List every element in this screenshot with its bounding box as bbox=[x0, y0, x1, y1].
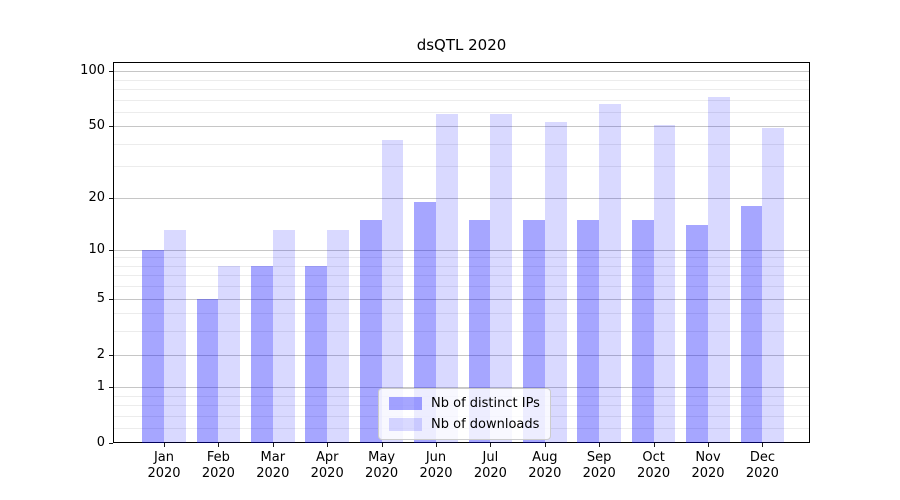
gridline-major bbox=[114, 197, 809, 199]
chart-title: dsQTL 2020 bbox=[416, 36, 507, 54]
y-tick-label: 50 bbox=[88, 118, 105, 134]
x-tick-mark bbox=[218, 443, 220, 447]
gridline-minor bbox=[114, 88, 809, 90]
bar-distinct-ips bbox=[359, 219, 382, 443]
x-tick-label: Jul 2020 bbox=[473, 450, 507, 481]
bar-downloads bbox=[164, 230, 186, 443]
bar-downloads bbox=[218, 265, 241, 443]
gridline-major bbox=[114, 298, 809, 300]
gridline-major bbox=[114, 387, 809, 389]
y-tick-mark bbox=[109, 126, 113, 128]
x-tick-label: Sep 2020 bbox=[582, 450, 616, 481]
x-tick-label: Feb 2020 bbox=[201, 450, 235, 481]
legend-swatch-distinct-ips bbox=[389, 397, 422, 410]
x-tick-mark bbox=[381, 443, 383, 447]
y-tick-mark bbox=[109, 71, 113, 72]
gridline-minor bbox=[114, 166, 809, 168]
bar-distinct-ips bbox=[414, 201, 436, 443]
x-tick-mark bbox=[490, 443, 492, 447]
gridline-major bbox=[114, 71, 809, 72]
bar-distinct-ips bbox=[142, 249, 164, 443]
y-tick-label: 20 bbox=[88, 189, 105, 205]
y-tick-label: 0 bbox=[96, 435, 105, 450]
gridline-minor bbox=[114, 111, 809, 113]
x-tick-label: Dec 2020 bbox=[745, 450, 779, 481]
gridline-minor bbox=[114, 257, 809, 259]
bar-distinct-ips bbox=[196, 298, 219, 443]
y-tick-mark bbox=[109, 354, 113, 356]
x-tick-label: Apr 2020 bbox=[310, 450, 344, 481]
x-tick-label: Nov 2020 bbox=[691, 450, 725, 481]
bar-downloads bbox=[436, 114, 458, 443]
bar-downloads bbox=[544, 121, 567, 443]
bar-downloads bbox=[653, 124, 676, 443]
legend-label: Nb of downloads bbox=[431, 417, 540, 432]
gridline-minor bbox=[114, 286, 809, 288]
x-tick-mark bbox=[708, 443, 709, 447]
bar-downloads bbox=[272, 230, 295, 443]
y-tick-label: 5 bbox=[96, 290, 105, 306]
x-tick-mark bbox=[599, 443, 601, 447]
gridline-major bbox=[114, 249, 809, 251]
x-tick-label: Jan 2020 bbox=[147, 450, 181, 481]
gridline-minor bbox=[114, 79, 809, 81]
x-tick-label: May 2020 bbox=[365, 450, 399, 481]
gridline-major bbox=[114, 126, 809, 128]
bar-distinct-ips bbox=[631, 219, 654, 443]
x-tick-mark bbox=[544, 443, 546, 447]
bar-distinct-ips bbox=[577, 219, 600, 443]
legend: Nb of distinct IPs Nb of downloads bbox=[378, 388, 551, 440]
gridline-minor bbox=[114, 143, 809, 145]
x-tick-mark bbox=[272, 443, 274, 447]
bar-downloads bbox=[327, 230, 349, 443]
bar-downloads bbox=[599, 104, 621, 443]
x-tick-mark bbox=[653, 443, 655, 447]
legend-row: Nb of downloads bbox=[389, 417, 540, 432]
x-tick-label: Oct 2020 bbox=[637, 450, 671, 481]
bar-downloads bbox=[762, 127, 785, 443]
gridline-minor bbox=[114, 275, 809, 277]
x-tick-label: Aug 2020 bbox=[528, 450, 562, 481]
gridline-minor bbox=[114, 313, 809, 315]
legend-label: Nb of distinct IPs bbox=[431, 396, 540, 411]
x-tick-mark bbox=[436, 443, 437, 447]
x-tick-mark bbox=[327, 443, 329, 447]
bar-downloads bbox=[490, 114, 513, 443]
bar-distinct-ips bbox=[740, 205, 763, 443]
x-tick-label: Mar 2020 bbox=[256, 450, 290, 481]
y-tick-label: 10 bbox=[88, 241, 105, 257]
y-tick-label: 100 bbox=[80, 63, 105, 78]
plot-area bbox=[113, 62, 810, 443]
gridline-minor bbox=[114, 265, 809, 267]
bar-downloads bbox=[708, 97, 730, 443]
y-tick-mark bbox=[109, 298, 113, 300]
bar-distinct-ips bbox=[523, 219, 545, 443]
y-tick-mark bbox=[109, 249, 113, 251]
bar-downloads bbox=[381, 139, 404, 443]
bar-distinct-ips bbox=[686, 224, 708, 443]
legend-row: Nb of distinct IPs bbox=[389, 396, 540, 411]
bar-distinct-ips bbox=[468, 219, 491, 443]
y-tick-label: 2 bbox=[96, 346, 105, 362]
legend-swatch-downloads bbox=[389, 418, 422, 431]
x-tick-label: Jun 2020 bbox=[419, 450, 453, 481]
bar-distinct-ips bbox=[305, 265, 328, 443]
y-tick-mark bbox=[109, 387, 113, 389]
x-tick-mark bbox=[762, 443, 764, 447]
y-tick-mark bbox=[109, 197, 113, 199]
gridline-minor bbox=[114, 331, 809, 333]
gridline-major bbox=[114, 354, 809, 356]
x-tick-mark bbox=[164, 443, 165, 447]
y-tick-mark bbox=[109, 443, 113, 444]
bar-distinct-ips bbox=[251, 265, 273, 443]
y-tick-label: 1 bbox=[96, 379, 105, 395]
gridline-minor bbox=[114, 99, 809, 101]
